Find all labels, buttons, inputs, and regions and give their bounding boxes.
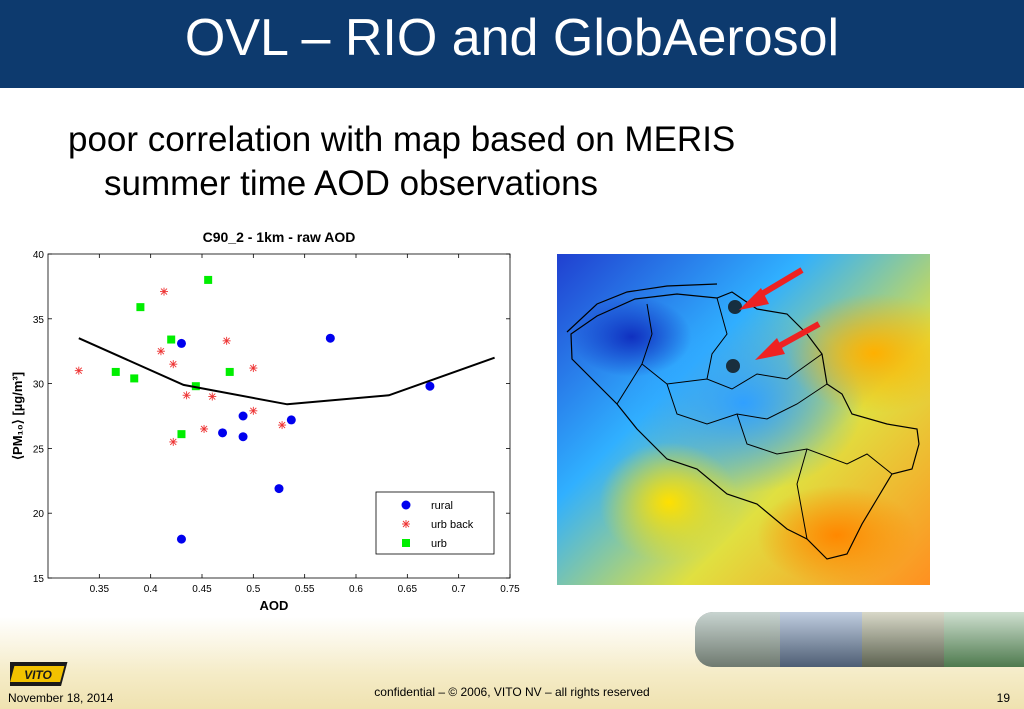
aod-map [557,254,930,585]
footer-date: November 18, 2014 [8,691,114,705]
red-arrow-2 [755,321,821,360]
point-urb-back [249,406,258,415]
point-urb-back-stroke [200,425,208,433]
bullet-text: poor correlation with map based on MERIS… [68,118,735,206]
fit-line [78,337,495,406]
scatter-chart-svg: C90_2 - 1km - raw AOD 0.35 0.4 0.45 0.5 0.55 0… [10,229,520,613]
point-rural [286,415,296,425]
y-tick-label: 15 [33,574,45,585]
point-urb-back [156,347,165,356]
legend-marker-urb-back [402,520,410,528]
legend-label: urb back [431,519,474,531]
point-urb-back [278,421,287,430]
point-urb-back [74,366,83,375]
x-tick-label: 0.5 [246,584,260,595]
page-number: 19 [996,691,1010,705]
industrial-photo [695,612,780,667]
photo-strip [695,612,1024,667]
point-urb-back [169,437,178,446]
map-overlay [566,267,920,560]
point-urb [111,367,120,376]
point-urb-back [249,364,258,373]
point-urb-back-stroke [250,407,257,415]
region-border-3 [736,413,893,475]
point-rural [218,428,228,438]
x-tick-label: 0.65 [398,584,418,595]
region-border-2 [666,383,828,425]
point-urb [167,335,176,344]
point-urb [177,430,186,439]
point-urb-back-stroke [208,393,216,400]
x-tick-label: 0.7 [452,584,466,595]
legend-marker-urb-back-stroke [402,520,410,528]
point-urb-back-stroke [160,288,168,295]
city-photo [780,612,862,667]
point-urb-back-stroke [169,360,177,368]
point-urb-back-stroke [278,421,286,429]
point-urb [204,275,213,284]
point-urb-back-stroke [75,367,83,374]
point-urb-back [200,424,209,433]
point-rural [238,411,248,421]
x-tick-label: 0.45 [192,584,212,595]
x-axis-label: AOD [260,598,289,613]
x-tick-label: 0.35 [90,584,110,595]
slide-title: OVL – RIO and GlobAerosol [184,9,840,67]
x-tick-label: 0.6 [349,584,363,595]
x-tick-label: 0.55 [295,584,315,595]
legend-marker-urb [402,539,410,547]
point-urb-back-stroke [250,364,257,372]
point-urb-back [160,287,169,296]
x-tick-label: 0.4 [144,584,158,595]
y-tick-label: 30 [33,380,45,391]
bullet-line-1: poor correlation with map based on MERIS [68,120,736,159]
title-bar: OVL – RIO and GlobAerosol [0,0,1024,88]
country-border [570,291,920,560]
point-urb-back [169,360,178,369]
city-hotspot-2 [726,359,740,373]
landscape-photo [944,612,1024,667]
y-tick-label: 35 [33,315,45,326]
point-rural [176,338,186,348]
point-urb-back-stroke [169,438,177,446]
point-urb-back [182,391,191,400]
point-urb-back-stroke [157,347,165,355]
bullet-line-2: summer time AOD observations [104,164,599,203]
point-urb [130,374,139,383]
point-rural [325,333,335,343]
x-tick-label: 0.75 [500,584,520,595]
point-urb-back [222,336,231,345]
point-rural [238,432,248,442]
legend-marker-rural [401,500,411,510]
red-arrow-1 [739,267,804,310]
coast-line [566,283,718,333]
region-border-4 [706,297,728,380]
point-urb-back-stroke [223,337,230,345]
y-axis-label: ⟨PM₁₀⟩ [µg/m³] [10,372,25,460]
y-tick-label: 20 [33,509,45,520]
building-photo [862,612,944,667]
legend-box [375,491,495,555]
point-rural [274,484,284,494]
legend-label: rural [431,500,453,512]
point-urb [225,367,234,376]
region-border-6 [796,448,808,540]
city-hotspot-1 [728,300,742,314]
footer-confidential: confidential – © 2006, VITO NV – all rig… [374,685,650,699]
region-border-5 [616,363,643,405]
vito-logo: VITO [10,662,68,686]
y-tick-label: 40 [33,250,45,261]
svg-text:VITO: VITO [24,668,52,682]
y-tick-label: 25 [33,444,45,455]
point-rural [425,381,435,391]
scatter-chart: C90_2 - 1km - raw AOD 0.35 0.4 0.45 0.5 0.55 0… [0,222,535,617]
legend-label: urb [431,538,447,550]
point-urb-back-stroke [183,391,190,399]
point-urb [136,303,145,312]
point-urb-back [208,392,217,401]
chart-title: C90_2 - 1km - raw AOD [203,229,356,245]
region-border-1 [641,303,823,390]
point-rural [176,534,186,544]
